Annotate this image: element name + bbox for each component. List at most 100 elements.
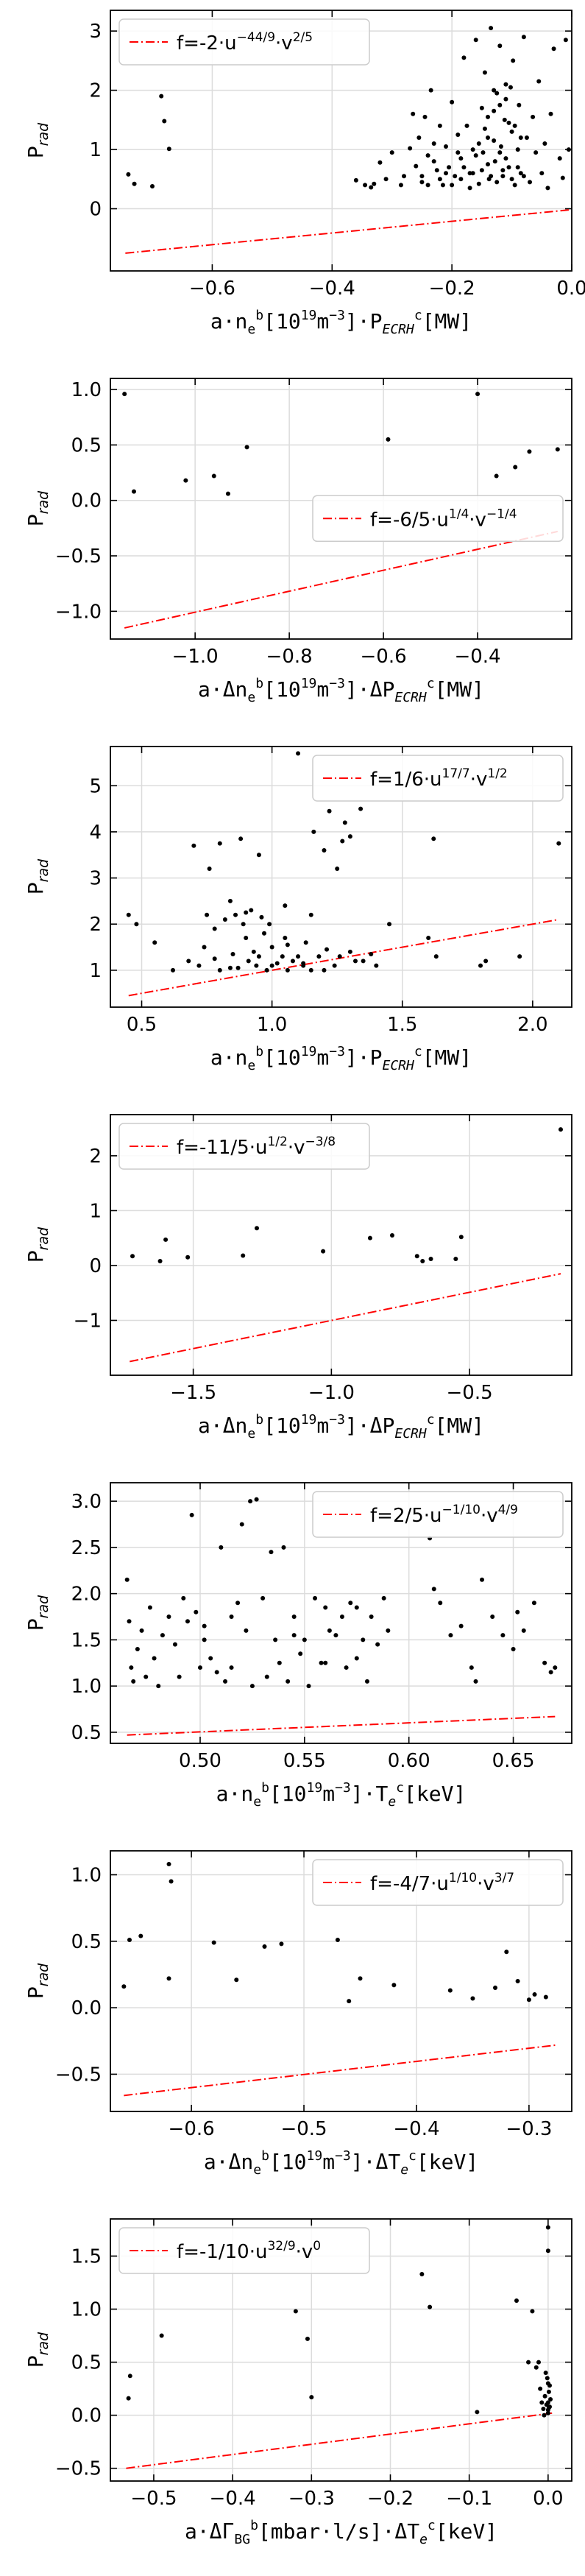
data-point (558, 1127, 563, 1132)
data-point (277, 1660, 282, 1665)
data-point (458, 156, 464, 161)
chart_data.4.xlabel_parts-part: a·n (216, 1782, 254, 1806)
fit-line (124, 530, 559, 629)
chart_data.3.xlabel_parts-part: a·Δn (198, 1414, 247, 1438)
data-point (543, 1994, 548, 2000)
data-point (311, 829, 316, 834)
data-point (479, 168, 484, 173)
data-point (223, 1679, 228, 1684)
y-axis-label-main: P (24, 1618, 48, 1631)
data-point (172, 1642, 177, 1647)
data-point (489, 26, 494, 31)
data-point (353, 177, 358, 183)
legend-label: f=-6/5·u1/4·v−1/4 (370, 507, 517, 531)
chart_data.5.legend_parts-part: f=-4/7·u (370, 1873, 449, 1895)
chart_data.2.xlabel_parts-part: [MW] (422, 1045, 472, 1070)
data-point (470, 171, 475, 176)
chart_data.4.legend_parts-part: 4/9 (498, 1503, 518, 1517)
chart_data.2.xlabel_parts-part: ]·P (345, 1045, 383, 1070)
data-point (202, 945, 207, 950)
chart_data.1.xlabel_parts-part: ECRH (394, 690, 427, 705)
data-point (542, 2413, 547, 2418)
data-point (369, 185, 374, 190)
x-tick-label: −1.5 (170, 1382, 216, 1404)
y-axis-label: Prad (24, 1227, 52, 1263)
y-axis-label-main: P (24, 2355, 48, 2368)
chart_data.2.xlabel_parts-part: m (316, 1045, 329, 1070)
legend-box (312, 495, 564, 543)
legend: f=-6/5·u1/4·v−1/4 (312, 495, 564, 543)
legend-box (118, 2227, 370, 2274)
chart_data.0.legend_parts-part: 2/5 (293, 30, 313, 45)
chart_data.2.xlabel_parts-part: c (414, 1044, 422, 1059)
chart-panel: −0.5 −0.4 −0.3 −0.2 −0.1 0.0 −0.5 0.0 0.5 1.0 1.5 f… (24, 2218, 572, 2547)
chart-panel: −1.5 −1.0 −0.5 −1 0 1 2 f=-11/5·u1/2·v−3/8 a·Δne… (24, 1114, 572, 1441)
data-point (131, 489, 136, 494)
legend-label: f=-2·u−44/9·v2/5 (177, 30, 313, 54)
data-point (211, 1940, 216, 1945)
data-point (319, 1660, 324, 1665)
data-point (322, 847, 327, 853)
y-tick-label: 1.0 (71, 2299, 102, 2321)
data-point (323, 1660, 328, 1665)
data-point (194, 1609, 199, 1615)
x-axis-label: a·neb[1019m−3]·Tec[keV] (216, 1780, 467, 1810)
y-tick-label: 0.0 (71, 1997, 102, 2019)
x-tick-label: 2.0 (517, 1014, 547, 1036)
data-point (473, 38, 478, 43)
data-point (363, 183, 368, 188)
y-tick-label: 0 (89, 1255, 102, 1277)
data-point (527, 449, 532, 454)
data-point (398, 183, 403, 188)
chart_data.5.xlabel_parts-part: m (322, 2150, 335, 2174)
data-point (156, 1684, 161, 1689)
chart_data.3.legend_parts-part: f=-11/5·u (177, 1137, 267, 1159)
chart_data.5.xlabel_parts-part: e (253, 2162, 261, 2178)
data-point (273, 1637, 278, 1642)
x-tick-label: 0.5 (127, 1014, 157, 1036)
legend: f=-4/7·u1/10·v3/7 (312, 1859, 564, 1906)
chart_data.0.legend_parts-part: ·v (275, 32, 293, 54)
data-point (560, 175, 565, 180)
data-point (135, 1646, 140, 1651)
fit-line (125, 209, 570, 254)
data-point (447, 1988, 453, 1993)
chart_data.5.xlabel_parts-part: [keV] (416, 2150, 478, 2174)
data-point (269, 963, 274, 968)
plot-frame (110, 1482, 572, 1744)
data-point (340, 839, 345, 844)
data-point (185, 1619, 190, 1624)
data-point (241, 922, 246, 927)
y-axis-label: Prad (24, 858, 52, 894)
y-tick-label: 2.0 (71, 1584, 102, 1606)
chart_data.2.legend_parts-part: f=1/6·u (370, 769, 442, 791)
data-point (139, 1628, 144, 1633)
y-axis-label-main: P (24, 514, 48, 526)
data-point (256, 954, 261, 959)
data-point (426, 936, 431, 941)
data-point (244, 936, 249, 941)
data-point (152, 940, 157, 945)
x-tick-label: −0.4 (210, 2488, 256, 2510)
legend: f=-1/10·u32/9·v0 (118, 2227, 370, 2274)
data-point (283, 903, 288, 908)
data-point (171, 967, 176, 973)
y-tick-label: −0.5 (55, 2064, 102, 2086)
data-point (458, 1623, 464, 1628)
data-point (254, 1497, 259, 1502)
chart_data.0.xlabel_parts-part: a·n (210, 309, 248, 334)
chart_data.4.xlabel_parts-part: e (253, 1794, 261, 1810)
chart_data.5.legend_parts-part: 1/10 (449, 1871, 477, 1885)
data-point (539, 2400, 545, 2405)
x-tick-label: −0.4 (454, 646, 500, 668)
data-point (126, 2396, 131, 2401)
chart_data.1.xlabel_parts-part: 19 (301, 676, 317, 691)
data-point (530, 2309, 535, 2314)
data-point (262, 931, 266, 936)
data-point (308, 912, 313, 917)
y-tick-label: 0.5 (71, 2352, 102, 2374)
x-tick-label: 0.60 (388, 1750, 430, 1772)
y-tick-label: −1.0 (55, 601, 102, 623)
data-point (461, 165, 467, 170)
chart_data.1.xlabel_parts-part: −3 (329, 676, 345, 691)
